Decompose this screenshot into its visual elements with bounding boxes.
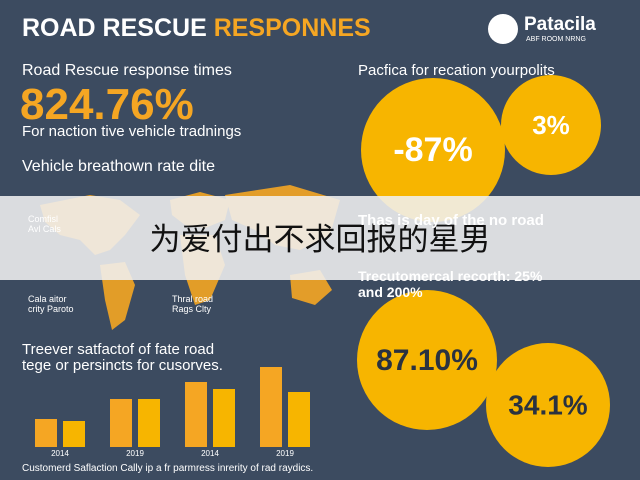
- circle: [357, 290, 497, 430]
- bar: [110, 399, 132, 447]
- heading: Vehicle breathown rate dite: [22, 158, 216, 175]
- caption: For naction tive vehicle tradnings: [22, 123, 242, 140]
- text-line: Thas is day of the no road: [358, 212, 544, 229]
- bar: [213, 389, 235, 447]
- bar: [185, 382, 207, 447]
- x-tick-label: 2014: [51, 449, 69, 458]
- heading: Pacfica for recation yourpolits: [358, 62, 555, 79]
- heading: Road Rescue response times: [22, 62, 232, 79]
- footer: Customerd Saflaction Cally ip a fr parmr…: [22, 463, 314, 474]
- bar: [288, 392, 310, 447]
- circle: [486, 343, 610, 467]
- circle-label: 3%: [532, 110, 570, 140]
- map-label: Cala aitor crity Paroto: [28, 294, 74, 314]
- heading: Treever satfactof of fate road tege or p…: [22, 341, 223, 374]
- circle-label: 87.10%: [376, 344, 478, 377]
- title-part: ROAD RESCUE: [22, 14, 207, 42]
- map-label: Thral road Rags Clty: [172, 294, 214, 314]
- circle-label: -87%: [393, 131, 472, 169]
- bar-chart: 2014 2019 2014 2019: [35, 367, 310, 458]
- title-part: RESPONNES: [213, 14, 371, 42]
- bar: [35, 419, 57, 447]
- bar: [260, 367, 282, 447]
- banner-bg: [0, 196, 640, 280]
- banner-text: 为爱付出不求回报的星男: [150, 222, 491, 257]
- title: ROAD RESCUE RESPONNES: [22, 14, 371, 43]
- x-tick-label: 2019: [126, 449, 144, 458]
- x-tick-label: 2019: [276, 449, 294, 458]
- circle: [361, 78, 505, 222]
- circle-label: 34.1%: [508, 389, 587, 420]
- circle: [501, 75, 601, 175]
- map-label: Comfisl Avl Cals: [28, 214, 61, 234]
- logo-sub: ABF ROOM NRNG: [526, 36, 586, 43]
- text-line: and 200%: [358, 284, 423, 300]
- logo: Patacila: [524, 14, 596, 35]
- bar: [63, 421, 85, 447]
- x-tick-label: 2014: [201, 449, 219, 458]
- big-number: 824.76%: [20, 80, 194, 129]
- logo-icon: [488, 14, 518, 44]
- circles: -87% 3% 87.10% 34.1%: [357, 75, 610, 467]
- bar: [138, 399, 160, 447]
- text-line: Trecutomercal recorth: 25%: [358, 268, 543, 284]
